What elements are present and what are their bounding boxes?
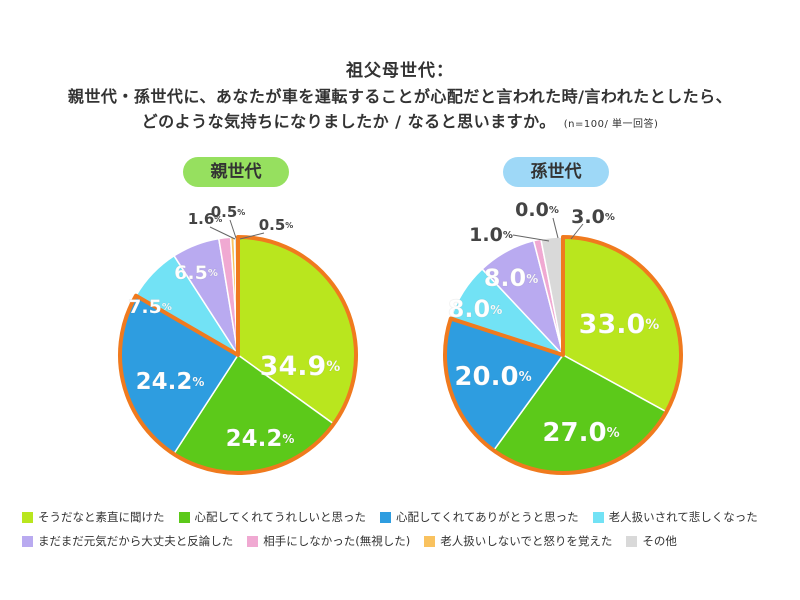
- legend-label: その他: [642, 534, 677, 548]
- legend-item: 老人扱いしないでと怒りを覚えた: [424, 533, 612, 549]
- sample-note: (n=100/ 単一回答): [563, 119, 659, 130]
- legend-label: 老人扱いされて悲しくなった: [608, 510, 758, 524]
- legend-label: まだまだ元気だから大丈夫と反論した: [38, 534, 234, 548]
- legend-swatch: [178, 511, 190, 523]
- pie-grandchild-leader-5: [512, 234, 550, 242]
- legend-item: 心配してくれてうれしいと思った: [178, 509, 366, 525]
- legend-row: まだまだ元気だから大丈夫と反論した 相手にしなかった(無視した) 老人扱いしないでと…: [22, 529, 792, 553]
- legend-label: そうだなと素直に聞けた: [38, 510, 165, 524]
- pie-grandchild-label-3: 8.0%: [448, 295, 503, 323]
- pie-parent-leader-5: [209, 226, 236, 240]
- legend-label: 心配してくれてありがとうと思った: [395, 510, 579, 524]
- pie-grandchild-label-7: 3.0%: [571, 206, 615, 228]
- legend-swatch: [424, 535, 436, 547]
- legend-swatch: [22, 535, 33, 547]
- pie-grandchild-label-2: 20.0%: [454, 362, 531, 392]
- legend-label: 心配してくれてうれしいと思った: [194, 510, 366, 524]
- pie-parent-label-7: 0.5%: [259, 216, 294, 234]
- pie-parent-label-4: 6.5%: [174, 262, 218, 284]
- pie-grandchild-leader-7: [570, 223, 584, 240]
- pie-parent-label-3: 7.5%: [128, 296, 172, 318]
- legend-label: 老人扱いしないでと怒りを覚えた: [440, 534, 613, 548]
- pie-grandchild-label-6: 0.0%: [515, 199, 559, 221]
- pie-grandchild-highlight-outline: [443, 235, 683, 475]
- pie-grandchild-label-1: 27.0%: [542, 418, 619, 448]
- pie-grandchild-leader-6: [552, 217, 559, 239]
- title-line-1: 祖父母世代：: [346, 61, 454, 81]
- legend-swatch: [626, 535, 638, 547]
- pie-parent-label-1: 24.2%: [226, 426, 295, 452]
- legend-item: 老人扱いされて悲しくなった: [592, 509, 758, 525]
- pie-charts: 34.9%24.2%24.2%7.5%6.5%1.6%0.5%0.5%33.0%…: [118, 199, 683, 475]
- legend: そうだなと素直に聞けた 心配してくれてうれしいと思った 心配してくれてありがとうと思…: [22, 505, 792, 553]
- legend-swatch: [379, 511, 391, 523]
- legend-item: そうだなと素直に聞けた: [22, 509, 165, 525]
- chart-title: 祖父母世代： 親世代・孫世代に、あなたが車を運転することが心配だと言われた時/言…: [0, 58, 800, 137]
- title-line-3: どのような気持ちになりましたか / なると思いますか。 (n=100/ 単一回答): [0, 109, 800, 137]
- pie-parent-label-0: 34.9%: [260, 351, 341, 382]
- pie-grandchild-label-0: 33.0%: [579, 309, 660, 340]
- title-line-3-text: どのような気持ちになりましたか / なると思いますか。: [141, 112, 556, 131]
- pie-parent-label-2: 24.2%: [136, 369, 205, 395]
- pie-grandchild-label-5: 1.0%: [469, 224, 513, 246]
- pie-parent-label-6: 0.5%: [211, 203, 246, 221]
- pie-title-grandchild: 孫世代: [503, 157, 609, 187]
- pie-parent-label-5: 1.6%: [188, 210, 223, 228]
- legend-swatch: [247, 535, 259, 547]
- pie-parent-leader-7: [239, 232, 265, 240]
- pie-parent-highlight-outline: [118, 235, 358, 475]
- legend-item: 相手にしなかった(無視した): [247, 533, 410, 549]
- legend-item: まだまだ元気だから大丈夫と反論した: [22, 533, 233, 549]
- legend-label: 相手にしなかった(無視した): [263, 534, 411, 548]
- pie-grandchild-label-4: 8.0%: [484, 264, 539, 292]
- pie-title-parent: 親世代: [183, 157, 289, 187]
- legend-swatch: [22, 511, 33, 523]
- legend-item: その他: [626, 533, 677, 549]
- pie-parent-leader-6: [229, 219, 237, 239]
- legend-swatch: [592, 511, 604, 523]
- title-line-2: 親世代・孫世代に、あなたが車を運転することが心配だと言われた時/言われたとしたら…: [67, 87, 733, 106]
- legend-item: 心配してくれてありがとうと思った: [379, 509, 579, 525]
- legend-row: そうだなと素直に聞けた 心配してくれてうれしいと思った 心配してくれてありがとうと思…: [22, 505, 792, 529]
